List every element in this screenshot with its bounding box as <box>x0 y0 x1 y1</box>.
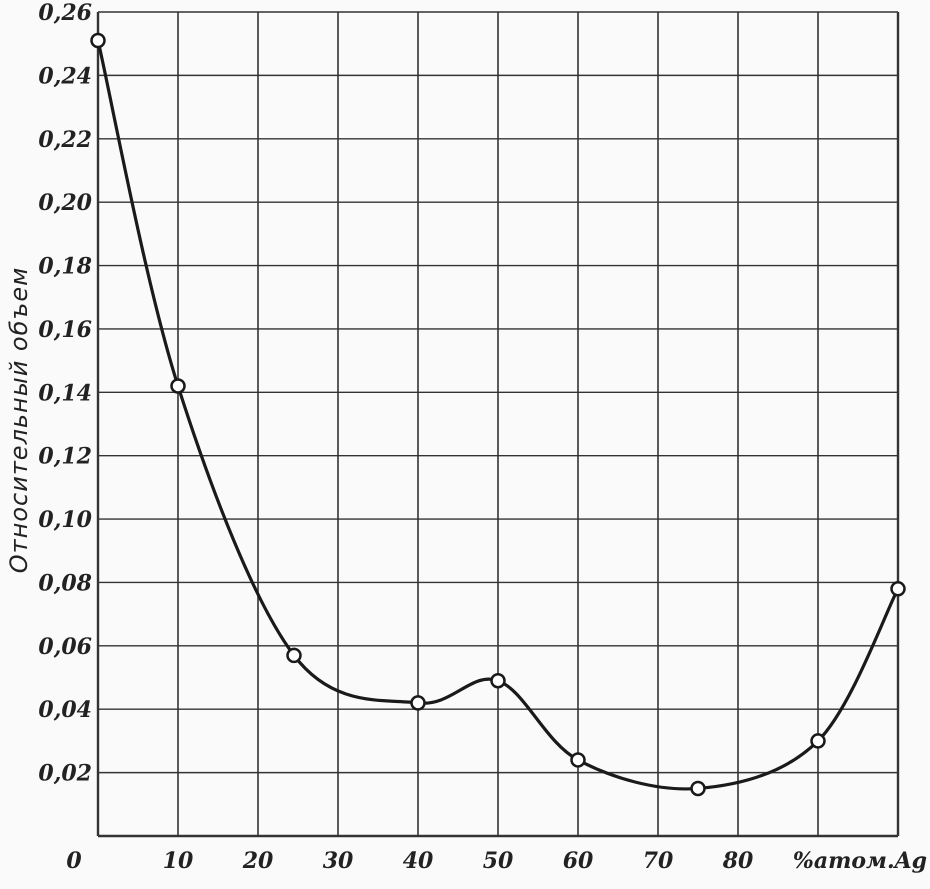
x-tick-label: 50 <box>483 848 514 874</box>
data-point <box>90 32 106 49</box>
data-point <box>890 581 906 597</box>
y-tick-label: 0,08 <box>38 570 92 596</box>
y-tick-labels: 0,02 0,04 0,06 0,08 0,10 0,12 0,14 0,16 0,18 0,20… <box>38 0 92 787</box>
y-tick-label: 0,06 <box>38 634 92 660</box>
y-tick-label: 0,24 <box>38 63 92 89</box>
x-tick-label: 10 <box>163 848 194 874</box>
x-tick-label: 80 <box>722 848 754 874</box>
x-tick-label: 0 <box>66 848 82 874</box>
x-tick-label: 60 <box>563 848 594 874</box>
y-tick-label: 0,14 <box>38 380 92 406</box>
y-tick-label: 0,20 <box>38 190 92 216</box>
x-tick-label: 40 <box>403 848 434 874</box>
x-tick-label: 30 <box>323 848 354 874</box>
y-tick-label: 0,04 <box>38 697 92 723</box>
data-point <box>286 647 302 664</box>
data-point <box>410 695 426 711</box>
data-point <box>490 672 506 689</box>
y-tick-label: 0,26 <box>38 0 92 26</box>
data-series <box>90 32 906 797</box>
y-tick-label: 0,22 <box>38 127 92 153</box>
x-tick-label: 20 <box>242 848 274 874</box>
y-tick-label: 0,12 <box>38 444 92 470</box>
x-axis-label: %атом.Ag <box>793 848 927 874</box>
data-point <box>690 780 706 797</box>
y-tick-label: 0,02 <box>38 761 92 787</box>
grid-lines <box>96 11 900 838</box>
y-tick-label: 0,16 <box>38 317 92 343</box>
x-tick-labels: 0 10 20 30 40 50 60 70 80 <box>66 848 754 874</box>
data-point <box>810 733 826 749</box>
data-point <box>170 378 186 394</box>
y-axis-label: Относительный объем <box>5 267 33 573</box>
x-tick-label: 70 <box>643 848 674 874</box>
data-point <box>570 752 586 768</box>
y-tick-label: 0,10 <box>38 507 92 533</box>
y-tick-label: 0,18 <box>38 254 92 280</box>
